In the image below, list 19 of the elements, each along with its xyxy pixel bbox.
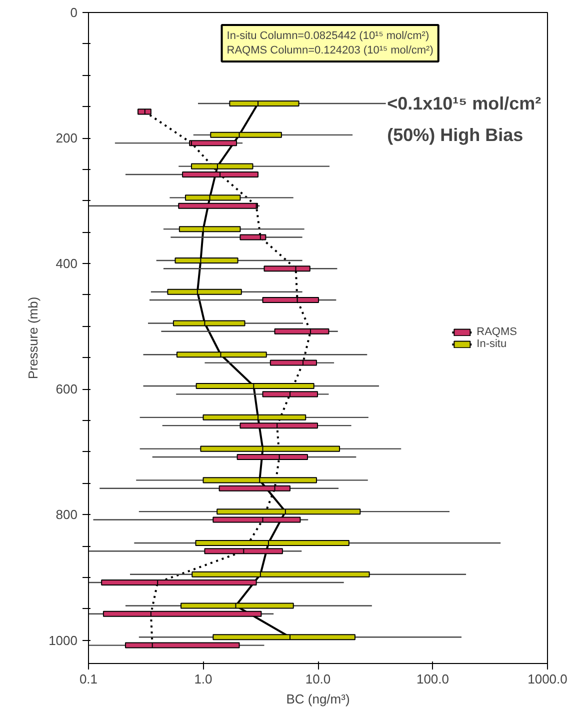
annotation: (50%) High Bias bbox=[387, 124, 524, 145]
annotation: <0.1x10¹⁵ mol/cm² bbox=[387, 94, 542, 114]
annotation: RAQMS Column=0.124203 (10¹⁵ mol/cm²) bbox=[226, 44, 434, 56]
y-axis-title: Pressure (mb) bbox=[26, 296, 41, 380]
y-tick-label: 0 bbox=[70, 5, 78, 20]
x-tick-label: 1000.0 bbox=[528, 672, 568, 686]
y-tick-label: 400 bbox=[56, 256, 78, 272]
y-tick-label: 1000 bbox=[48, 632, 78, 648]
x-tick-label: 100.0 bbox=[416, 672, 450, 686]
x-tick-label: 10.0 bbox=[305, 672, 331, 686]
x-tick-label: 0.1 bbox=[79, 672, 98, 686]
annotation: In-situ Column=0.0825442 (10¹⁵ mol/cm²) bbox=[226, 30, 430, 42]
legend-label: In-situ bbox=[476, 338, 507, 350]
x-axis-title: BC (ng/m³) bbox=[286, 692, 350, 706]
y-tick-label: 200 bbox=[56, 130, 78, 146]
legend-label: RAQMS bbox=[476, 326, 517, 338]
x-tick-label: 1.0 bbox=[194, 672, 212, 686]
y-tick-label: 600 bbox=[56, 382, 78, 397]
y-tick-label: 800 bbox=[56, 507, 78, 522]
